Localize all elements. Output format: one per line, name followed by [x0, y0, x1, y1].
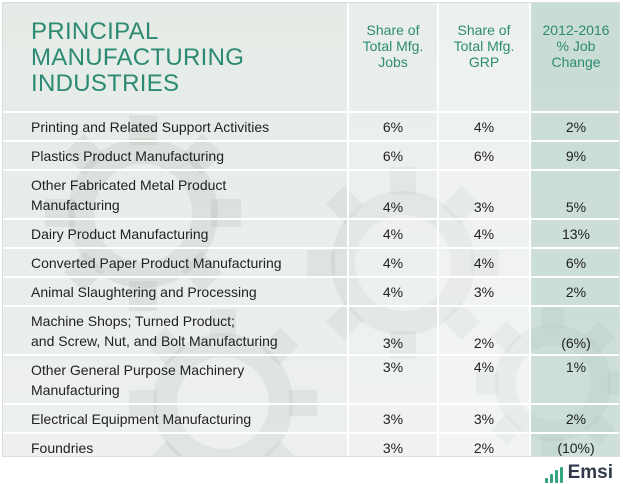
- industry-name: Plastics Product Manufacturing: [3, 140, 348, 170]
- job-change-cell: 13%: [529, 218, 619, 248]
- header-share-grp: Share of Total Mfg. GRP: [437, 3, 530, 112]
- table-row: Machine Shops; Turned Product; and Screw,…: [3, 305, 619, 355]
- job-change-cell: 9%: [529, 140, 619, 170]
- job-change-cell: (6%): [529, 305, 619, 355]
- job-change-cell: (10%): [529, 432, 619, 456]
- share-grp-cell: 4%: [437, 354, 530, 404]
- job-change-cell: 2%: [529, 276, 619, 306]
- share-grp-cell: 4%: [437, 218, 530, 248]
- share-grp-cell: 6%: [437, 140, 530, 170]
- table-panel: PRINCIPAL MANUFACTURING INDUSTRIES Share…: [2, 2, 620, 457]
- share-jobs-cell: 3%: [347, 354, 438, 404]
- table-row: Electrical Equipment Manufacturing 3% 3%…: [3, 403, 619, 433]
- table-row: Animal Slaughtering and Processing 4% 3%…: [3, 276, 619, 306]
- industry-name: Other Fabricated Metal Product Manufactur…: [3, 169, 348, 219]
- share-jobs-cell: 3%: [347, 305, 438, 355]
- industry-name: Machine Shops; Turned Product; and Screw,…: [3, 305, 348, 355]
- header-job-change: 2012-2016% Job Change: [529, 3, 619, 112]
- industry-name: Other General Purpose Machinery Manufactu…: [3, 354, 348, 404]
- table-row: Dairy Product Manufacturing 4% 4% 13%: [3, 218, 619, 248]
- logo-text: Emsi: [567, 462, 613, 483]
- share-jobs-cell: 6%: [347, 111, 438, 141]
- job-change-cell: 2%: [529, 111, 619, 141]
- share-grp-cell: 3%: [437, 403, 530, 433]
- industry-name: Animal Slaughtering and Processing: [3, 276, 348, 306]
- table-header-row: PRINCIPAL MANUFACTURING INDUSTRIES Share…: [3, 3, 619, 112]
- share-jobs-cell: 3%: [347, 403, 438, 433]
- job-change-cell: 6%: [529, 247, 619, 277]
- bar-chart-icon: [544, 467, 563, 483]
- job-change-cell: 1%: [529, 354, 619, 404]
- industries-table: PRINCIPAL MANUFACTURING INDUSTRIES Share…: [3, 3, 619, 456]
- table-row: Other General Purpose Machinery Manufactu…: [3, 354, 619, 404]
- job-change-cell: 2%: [529, 403, 619, 433]
- share-jobs-cell: 6%: [347, 140, 438, 170]
- share-grp-cell: 3%: [437, 169, 530, 219]
- share-jobs-cell: 4%: [347, 247, 438, 277]
- share-grp-cell: 4%: [437, 247, 530, 277]
- industry-name: Electrical Equipment Manufacturing: [3, 403, 348, 433]
- job-change-cell: 5%: [529, 169, 619, 219]
- table-row: Printing and Related Support Activities …: [3, 111, 619, 141]
- share-jobs-cell: 3%: [347, 432, 438, 456]
- share-grp-cell: 2%: [437, 432, 530, 456]
- industry-name: Printing and Related Support Activities: [3, 111, 348, 141]
- industry-name: Foundries: [3, 432, 348, 456]
- header-share-jobs: Share of Total Mfg. Jobs: [347, 3, 438, 112]
- table-row: Converted Paper Product Manufacturing 4%…: [3, 247, 619, 277]
- table-title: PRINCIPAL MANUFACTURING INDUSTRIES: [31, 18, 245, 97]
- table-row: Other Fabricated Metal Product Manufactur…: [3, 169, 619, 219]
- share-jobs-cell: 4%: [347, 276, 438, 306]
- share-jobs-cell: 4%: [347, 169, 438, 219]
- table-row: Plastics Product Manufacturing 6% 6% 9%: [3, 140, 619, 170]
- share-grp-cell: 3%: [437, 276, 530, 306]
- industry-name: Converted Paper Product Manufacturing: [3, 247, 348, 277]
- emsi-logo: Emsi: [544, 462, 613, 483]
- share-jobs-cell: 4%: [347, 218, 438, 248]
- table-row: Foundries 3% 2% (10%): [3, 432, 619, 456]
- share-grp-cell: 4%: [437, 111, 530, 141]
- share-grp-cell: 2%: [437, 305, 530, 355]
- industry-name: Dairy Product Manufacturing: [3, 218, 348, 248]
